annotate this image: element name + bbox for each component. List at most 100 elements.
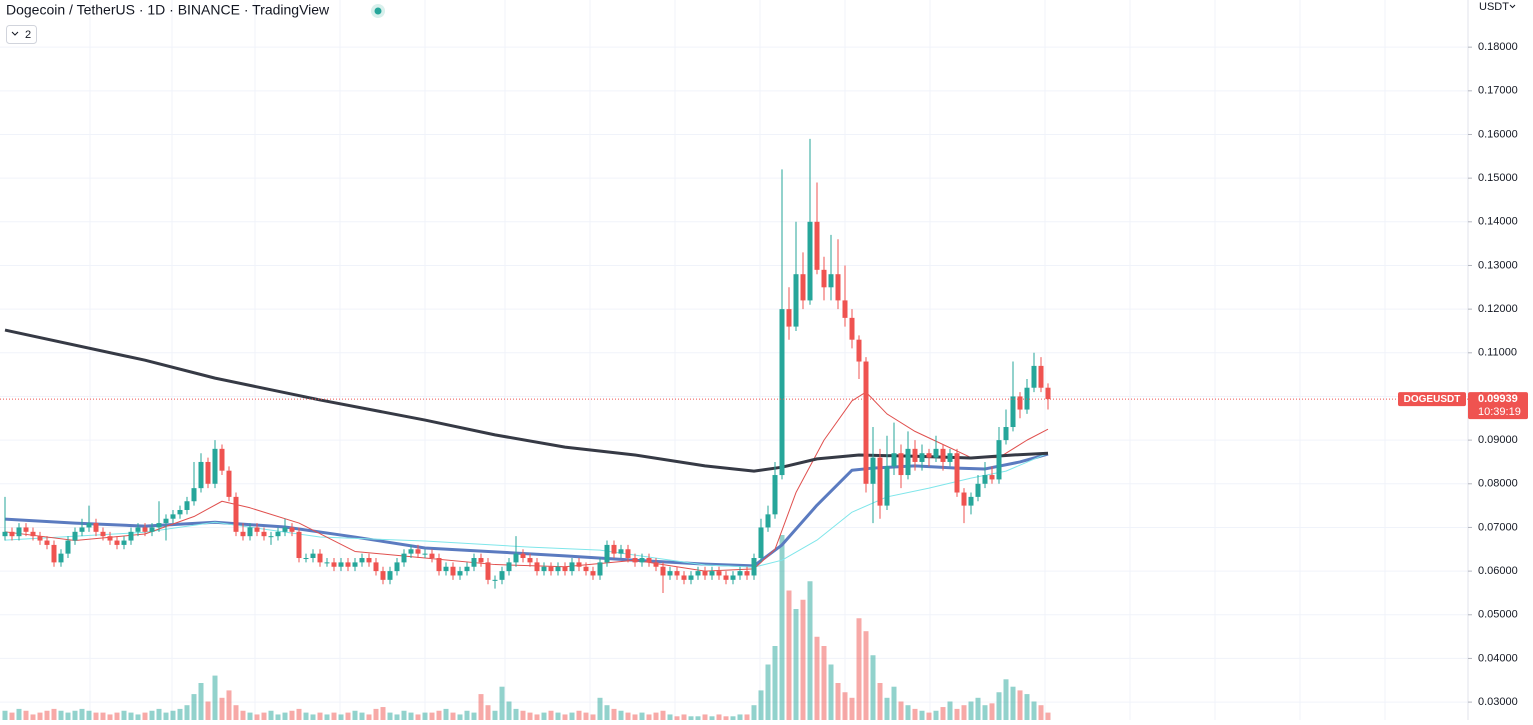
candle-body bbox=[65, 540, 71, 554]
candle-body bbox=[954, 453, 960, 493]
candle-body bbox=[576, 562, 582, 567]
volume-bar bbox=[492, 710, 498, 720]
volume-bar bbox=[380, 707, 386, 720]
indicators bbox=[4, 328, 1049, 572]
candle-body bbox=[737, 571, 743, 576]
candle-body bbox=[863, 361, 869, 484]
candle-body bbox=[744, 571, 750, 576]
candle-body bbox=[758, 527, 764, 559]
y-tick-label: 0.03000 bbox=[1478, 696, 1518, 708]
volume-bar bbox=[184, 705, 190, 720]
volume-bar bbox=[93, 712, 99, 720]
candle-body bbox=[86, 523, 92, 528]
candle-body bbox=[296, 531, 302, 559]
moving-average bbox=[4, 452, 1049, 568]
chart-title: Dogecoin / TetherUS · 1D · BINANCE · Tra… bbox=[6, 2, 330, 18]
volume-bar bbox=[156, 708, 162, 720]
volume-bar bbox=[709, 716, 715, 720]
volume-bar bbox=[240, 710, 246, 720]
volume-bar bbox=[548, 710, 554, 720]
candle-body bbox=[331, 562, 337, 567]
volume-bar bbox=[1031, 701, 1037, 720]
volume-bar bbox=[128, 712, 134, 720]
volume-bar bbox=[667, 714, 673, 720]
volume-bar bbox=[338, 714, 344, 720]
volume-bar bbox=[443, 708, 449, 720]
volume-bar bbox=[660, 710, 666, 720]
volume-bar bbox=[975, 697, 981, 720]
volume-bar bbox=[16, 708, 22, 720]
price-label-bg bbox=[1468, 392, 1528, 420]
candle-body bbox=[156, 523, 162, 528]
volume-bar bbox=[289, 710, 295, 720]
volume-bar bbox=[842, 692, 848, 720]
y-tick-label: 0.07000 bbox=[1478, 521, 1518, 533]
candle-body bbox=[1017, 396, 1023, 410]
candle-body bbox=[317, 553, 323, 563]
candle-body bbox=[905, 448, 911, 476]
candle-body bbox=[478, 558, 484, 563]
volume-bar bbox=[1010, 686, 1016, 720]
volume-bar bbox=[674, 716, 680, 720]
candle-body bbox=[401, 553, 407, 563]
volume-bar bbox=[177, 708, 183, 720]
volume-bar bbox=[758, 690, 764, 720]
candle-body bbox=[352, 562, 358, 567]
candle-body bbox=[359, 558, 365, 563]
candle-body bbox=[555, 566, 561, 572]
volume-bar bbox=[1024, 694, 1030, 720]
volume-bar bbox=[863, 631, 869, 720]
candle-body bbox=[618, 549, 624, 554]
volume-bar bbox=[303, 712, 309, 720]
volume-bar bbox=[1045, 712, 1051, 720]
candle-body bbox=[681, 575, 687, 580]
volume-bar bbox=[51, 708, 57, 720]
y-tick-label: 0.14000 bbox=[1478, 216, 1518, 228]
volume-bar bbox=[611, 708, 617, 720]
volume-bar bbox=[282, 712, 288, 720]
volume-bar bbox=[205, 701, 211, 720]
candle-body bbox=[709, 571, 715, 576]
volume-bar bbox=[835, 683, 841, 720]
volume-bar bbox=[212, 675, 218, 720]
candle-body bbox=[471, 558, 477, 567]
volume-bar bbox=[730, 716, 736, 720]
candle-body bbox=[597, 562, 603, 576]
volume-bar bbox=[163, 712, 169, 720]
candle-body bbox=[219, 448, 225, 471]
volume-bar bbox=[534, 714, 540, 720]
volume-bar bbox=[856, 618, 862, 720]
price-axis: 0.03000 0.04000 0.05000 0.06000 0.07000 0.080… bbox=[1468, 41, 1518, 708]
candle-body bbox=[793, 274, 799, 327]
symbol-label: DOGEUSDT bbox=[1404, 394, 1461, 405]
volume-bar bbox=[688, 716, 694, 720]
candle-body bbox=[583, 566, 589, 572]
volume-bar bbox=[968, 701, 974, 720]
currency[interactable]: USDT bbox=[1479, 1, 1509, 13]
candle-body bbox=[891, 453, 897, 467]
candle-body bbox=[373, 562, 379, 572]
volume-bar bbox=[555, 712, 561, 720]
volume-bar bbox=[828, 664, 834, 720]
volume-bar bbox=[450, 712, 456, 720]
candle-body bbox=[527, 558, 533, 563]
volume-bar bbox=[779, 535, 785, 720]
candle-body bbox=[660, 566, 666, 576]
candle-body bbox=[457, 571, 463, 576]
volume-bar bbox=[373, 708, 379, 720]
candle-body bbox=[1010, 396, 1016, 428]
volume-bar bbox=[198, 683, 204, 720]
candle-body bbox=[44, 540, 50, 545]
volume-bar bbox=[233, 705, 239, 720]
volume-bar bbox=[219, 697, 225, 720]
volume-bar bbox=[989, 703, 995, 720]
chevron bbox=[11, 31, 19, 36]
volume-bar bbox=[681, 714, 687, 720]
volume-bar bbox=[513, 708, 519, 720]
candle-body bbox=[975, 483, 981, 497]
indicator-toggle[interactable] bbox=[6, 25, 37, 44]
candle-body bbox=[786, 309, 792, 327]
y-tick-label: 0.04000 bbox=[1478, 652, 1518, 664]
volume-bar bbox=[506, 701, 512, 720]
volume-bar bbox=[415, 714, 421, 720]
